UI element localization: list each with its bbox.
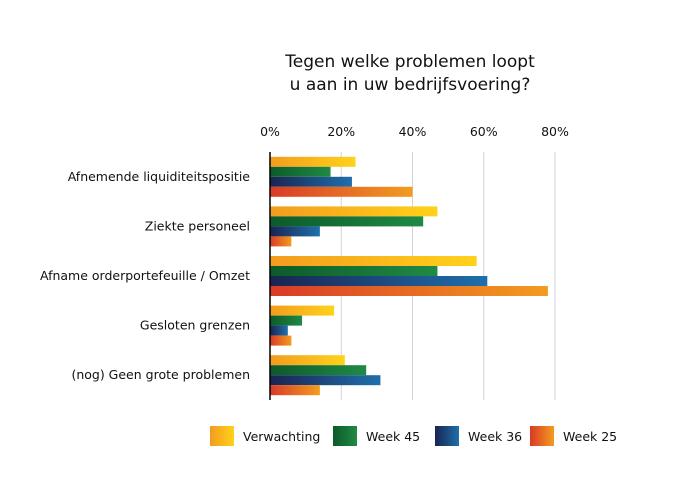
bar-verwachting — [270, 256, 477, 266]
bar-verwachting — [270, 156, 356, 167]
category-label: (nog) Geen grote problemen — [71, 367, 250, 382]
legend-swatch — [435, 426, 459, 446]
legend-swatch — [333, 426, 357, 446]
bar-week-45 — [270, 315, 303, 326]
chart-title-line-1: Tegen welke problemen loopt — [284, 52, 535, 72]
legend-swatch — [210, 426, 234, 446]
legend: Verwachting Week 45 Week 36 Week 25 — [210, 426, 617, 446]
chart-title-line-2: u aan in uw bedrijfsvoering? — [290, 75, 531, 95]
bar-week-36 — [270, 276, 488, 286]
bar-week-45 — [270, 216, 424, 227]
bar-verwachting — [270, 355, 345, 366]
x-tick-label: 20% — [327, 124, 355, 139]
legend-label: Verwachting — [243, 429, 320, 444]
bar-week-36 — [270, 375, 381, 386]
category-label: Ziekte personeel — [145, 218, 250, 233]
bar-week-25 — [270, 335, 292, 346]
bar-week-45 — [270, 166, 331, 177]
category-label: Afnemende liquiditeitspositie — [68, 169, 251, 184]
category-label: Afname orderportefeuille / Omzet — [40, 268, 250, 283]
bar-week-45 — [270, 266, 438, 276]
bars — [270, 156, 548, 396]
legend-label: Week 25 — [563, 429, 617, 444]
x-axis-ticks: 0% 20% 40% 60% 80% — [260, 124, 569, 139]
bar-week-45 — [270, 365, 367, 376]
category-labels: Afnemende liquiditeitspositie Ziekte pers… — [40, 169, 250, 382]
bar-week-25 — [270, 186, 413, 197]
bar-week-36 — [270, 325, 288, 336]
legend-label: Week 36 — [468, 429, 522, 444]
legend-label: Week 45 — [366, 429, 420, 444]
bar-verwachting — [270, 305, 335, 316]
bar-week-36 — [270, 226, 320, 237]
x-tick-label: 60% — [470, 124, 498, 139]
bar-week-25 — [270, 385, 320, 396]
bar-week-25 — [270, 236, 292, 247]
bar-week-25 — [270, 286, 548, 296]
bar-week-36 — [270, 176, 352, 187]
legend-swatch — [530, 426, 554, 446]
x-tick-label: 0% — [260, 124, 280, 139]
category-label: Gesloten grenzen — [140, 318, 250, 333]
bar-verwachting — [270, 206, 438, 217]
x-tick-label: 40% — [399, 124, 427, 139]
chart-title: Tegen welke problemen loopt u aan in uw … — [284, 52, 535, 95]
x-tick-label: 80% — [541, 124, 569, 139]
